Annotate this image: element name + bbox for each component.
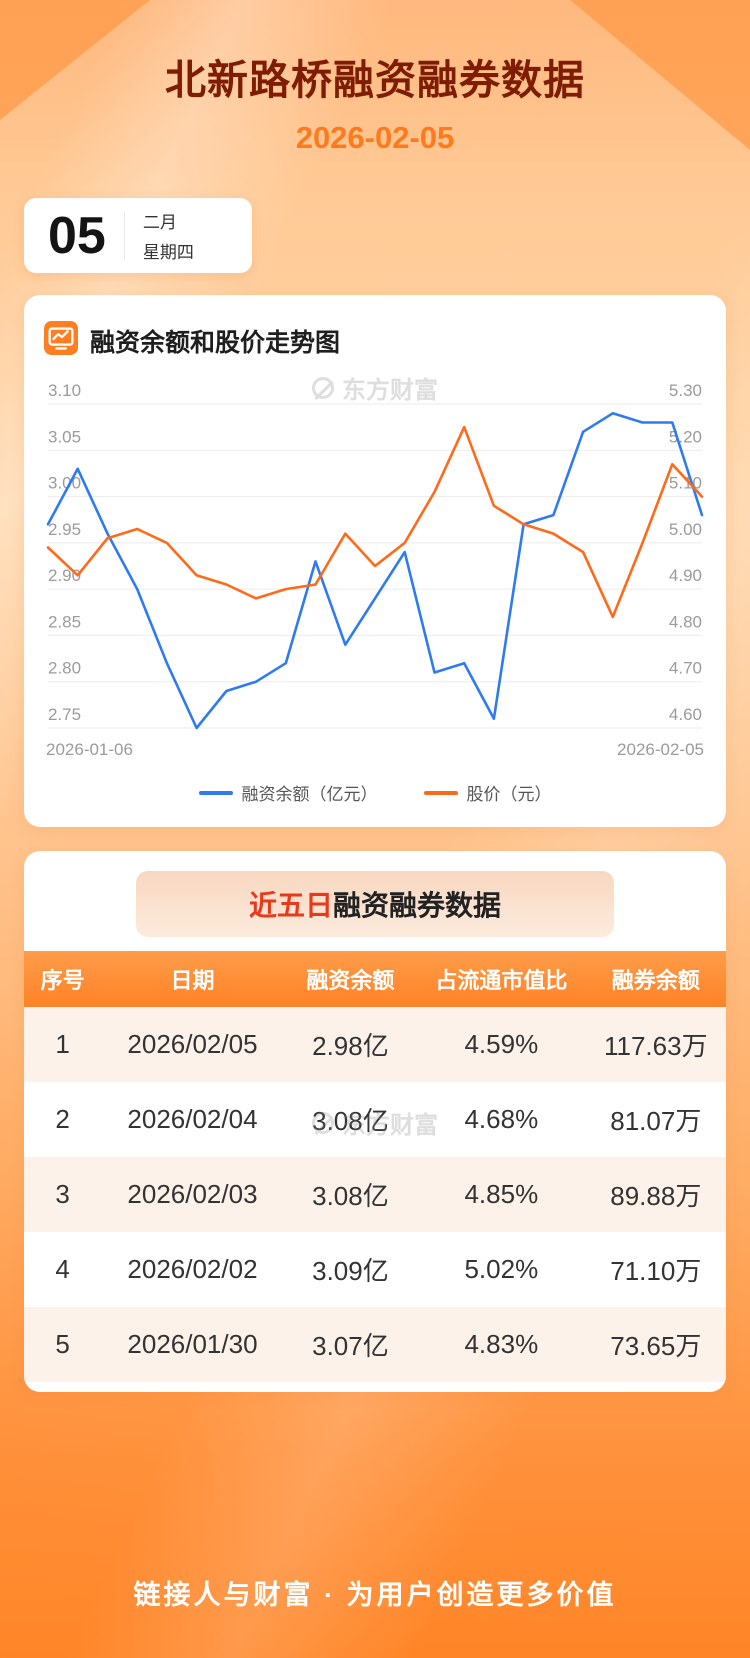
footer-slogan: 链接人与财富 · 为用户创造更多价值 [133,1580,617,1610]
right-axis-tick: 5.30 [669,381,702,400]
left-axis-tick: 2.90 [48,566,81,585]
table-title-highlight: 近五日 [248,890,333,921]
corner-decoration-left [0,0,150,120]
weekday-label: 星期四 [142,243,194,262]
table-row: 4 2026/02/02 3.09亿 5.02% 71.10万 [24,1232,726,1307]
table-row: 5 2026/01/30 3.07亿 4.83% 73.65万 [24,1307,726,1382]
right-axis-tick: 4.70 [669,659,702,678]
corner-decoration-right [570,0,750,150]
table-cell: 4.83% [464,1329,539,1359]
x-axis-end-label: 2026-02-05 [617,740,704,759]
right-axis-tick: 4.80 [669,612,702,631]
table-cell: 81.07万 [610,1106,702,1136]
right-axis-tick: 4.60 [669,705,702,724]
legend-label: 股价（元） [466,785,552,804]
table-cell: 2 [55,1104,70,1134]
x-axis-start-label: 2026-01-06 [46,740,133,759]
right-axis-tick: 4.90 [669,566,702,585]
date-badge: 05 二月 星期四 [24,198,252,273]
left-axis-tick: 3.10 [48,381,81,400]
table-cell: 2026/02/02 [127,1254,258,1284]
table-cell: 3.09亿 [312,1256,389,1286]
legend-line-swatch [423,790,458,795]
table-title: 近五日融资融券数据 [249,884,501,924]
table-row: 2 2026/02/04 3.08亿 4.68% 81.07万 [24,1082,726,1157]
chart-title: 融资余额和股价走势图 [90,328,341,357]
table-cell: 2026/02/04 [127,1104,258,1134]
table-cell: 4.85% [464,1179,539,1209]
table-cell: 71.10万 [610,1256,702,1286]
left-axis-tick: 2.80 [48,659,81,678]
table-cell: 4 [55,1254,70,1284]
table-cell: 3.07亿 [312,1331,389,1361]
x-axis-labels: 2026-01-06 2026-02-05 [44,740,706,760]
column-header: 融资余额 [283,951,418,1007]
chart-area: 东方财富 3.10 5.30 3.05 5.20 3.00 5.10 2.95 5.00 2.9… [44,376,706,805]
table-cell: 5 [55,1329,70,1359]
table-cell: 89.88万 [610,1181,702,1211]
table-cell: 2.98亿 [312,1031,389,1061]
table-cell: 2026/02/05 [127,1029,258,1059]
margin-data-table: 序号 日期 融资余额 占流通市值比 融券余额 1 2026/02/05 2.98亿 4.59%… [24,951,726,1382]
chart-legend: 融资余额（亿元） 股价（元） [44,780,706,805]
trend-chart-icon [44,321,78,360]
header: 北新路桥融资融券数据 2026-02-05 [0,0,750,156]
table-cell: 73.65万 [610,1331,702,1361]
table-cell: 3 [55,1179,70,1209]
chart-card: 融资余额和股价走势图 东方财富 3.10 5.30 3.05 5.20 3.00 5.10… [24,295,726,827]
badge-meta: 二月 星期四 [143,208,194,263]
left-axis-tick: 2.75 [48,705,81,724]
table-card: 近五日融资融券数据 东方财富 序号 日期 融资余额 占流通市值比 融券余额 1 2026/… [24,851,726,1392]
legend-line-swatch [198,790,233,795]
table-cell: 3.08亿 [312,1181,389,1211]
table-cell: 2026/02/03 [127,1179,258,1209]
column-header: 融券余额 [585,951,726,1007]
month-label: 二月 [142,213,177,232]
page-title: 北新路桥融资融券数据 [165,57,585,103]
table-cell: 4.59% [464,1029,539,1059]
table-cell: 4.68% [464,1104,539,1134]
table-cell: 3.08亿 [312,1106,389,1136]
column-header: 日期 [101,951,284,1007]
table-cell: 2026/01/30 [127,1329,258,1359]
table-row: 1 2026/02/05 2.98亿 4.59% 117.63万 [24,1007,726,1082]
table-header-row: 序号 日期 融资余额 占流通市值比 融券余额 [24,951,726,1007]
series-line-0 [46,411,704,730]
table-title-rest: 融资融券数据 [333,890,502,921]
right-axis-tick: 5.00 [669,520,702,539]
table-title-ribbon: 近五日融资融券数据 [136,871,614,937]
column-header: 占流通市值比 [417,951,586,1007]
left-axis-tick: 3.05 [48,427,81,446]
chart-card-header: 融资余额和股价走势图 [44,321,706,360]
line-chart: 3.10 5.303.05 5.203.00 5.102.95 5.002.90 4.90… [46,381,704,730]
table-cell: 5.02% [464,1254,539,1284]
table-cell: 1 [55,1029,70,1059]
badge-divider [123,211,125,260]
left-axis-tick: 3.00 [48,474,81,493]
table-row: 3 2026/02/03 3.08亿 4.85% 89.88万 [24,1157,726,1232]
series-line-1 [46,425,704,619]
column-header: 序号 [24,951,102,1007]
page-date: 2026-02-05 [295,120,455,155]
legend-label: 融资余额（亿元） [241,785,378,804]
left-axis-tick: 2.95 [48,520,81,539]
table-cell: 117.63万 [603,1031,708,1061]
legend-item-1: 股价（元） [423,780,552,805]
legend-item-0: 融资余额（亿元） [198,780,378,805]
left-axis-tick: 2.85 [48,612,81,631]
day-number: 05 [48,206,106,265]
